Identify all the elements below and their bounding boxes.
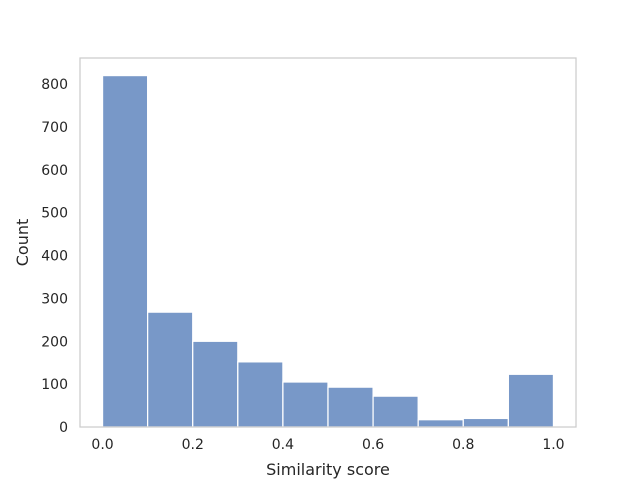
histogram-bar-5 — [327, 386, 374, 428]
histogram-bar-7 — [417, 419, 464, 428]
y-tick-label: 500 — [41, 206, 68, 222]
y-tick-label: 700 — [41, 120, 68, 136]
x-ticks-group: 0.0 0.2 0.4 0.6 0.8 1.0 — [91, 437, 564, 453]
plot-frame — [79, 57, 577, 428]
y-tick-label: 100 — [41, 377, 68, 393]
y-ticks-group: 0 100 200 300 400 500 600 700 800 — [41, 77, 68, 436]
histogram-bar-3 — [237, 361, 284, 428]
y-tick-label: 600 — [41, 163, 68, 179]
y-tick-label: 300 — [41, 291, 68, 307]
histogram-bar-1 — [147, 311, 194, 428]
y-tick-label: 0 — [59, 420, 68, 436]
bars-group — [101, 74, 555, 428]
y-tick-label: 800 — [41, 77, 68, 93]
histogram-bar-2 — [192, 340, 239, 428]
x-tick-label: 0.8 — [452, 437, 474, 453]
histogram-bar-9 — [507, 373, 555, 428]
y-tick-label: 400 — [41, 249, 68, 265]
x-tick-label: 0.4 — [272, 437, 294, 453]
y-axis-label: Count — [13, 219, 32, 267]
y-tick-label: 200 — [41, 334, 68, 350]
x-tick-label: 0.6 — [362, 437, 384, 453]
histogram-bar-6 — [372, 395, 419, 428]
x-axis-label: Similarity score — [266, 460, 390, 479]
x-tick-label: 0.0 — [91, 437, 113, 453]
x-tick-label: 1.0 — [542, 437, 564, 453]
histogram-bar-8 — [462, 417, 509, 428]
x-tick-label: 0.2 — [182, 437, 204, 453]
histogram-bar-0 — [101, 74, 149, 428]
histogram-bar-4 — [282, 381, 329, 428]
